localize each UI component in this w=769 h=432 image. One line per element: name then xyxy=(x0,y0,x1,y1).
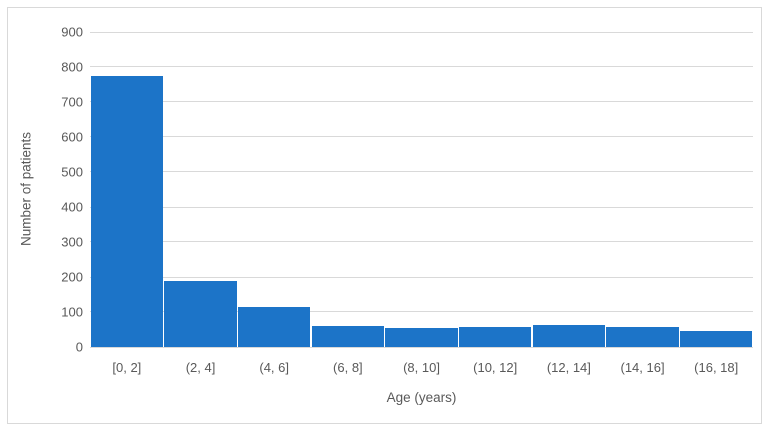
x-tick-label: (16, 18] xyxy=(694,360,739,375)
gridline xyxy=(90,276,753,278)
y-tick-label: 200 xyxy=(61,269,83,285)
x-tick-label: (2, 4] xyxy=(185,360,216,375)
gridline xyxy=(90,171,753,173)
gridline xyxy=(90,136,753,138)
x-tick-label: (10, 12] xyxy=(473,360,518,375)
gridline xyxy=(90,66,753,68)
bar-(6, 8] xyxy=(311,326,384,347)
x-tick-label: (4, 6] xyxy=(259,360,289,375)
y-tick-label: 0 xyxy=(75,339,83,355)
x-tick-label: [0, 2] xyxy=(112,360,142,375)
x-axis-tick-labels: [0, 2] (2, 4] (4, 6] (6, 8] (8, 10] (10, 12] (… xyxy=(90,360,753,375)
gridline xyxy=(90,241,753,243)
chart-frame: Number of patients 0 100 200 300 400 500 600 70… xyxy=(7,7,762,424)
bar-(2, 4] xyxy=(164,280,237,347)
gridline xyxy=(90,206,753,208)
y-tick-label: 600 xyxy=(61,129,83,145)
y-tick-label: 100 xyxy=(61,304,83,320)
y-axis-tick-labels: 0 100 200 300 400 500 600 700 800 900 xyxy=(8,25,83,355)
x-tick-label: (8, 10] xyxy=(403,360,440,375)
bar-(16, 18] xyxy=(680,330,753,347)
y-tick-label: 500 xyxy=(61,164,83,180)
y-tick-label: 700 xyxy=(61,94,83,110)
gridline xyxy=(90,311,753,313)
y-tick-label: 900 xyxy=(61,24,83,40)
x-tick-label: (6, 8] xyxy=(333,360,363,375)
bar-(8, 10] xyxy=(385,328,458,347)
y-tick-label: 800 xyxy=(61,59,83,75)
y-tick-label: 400 xyxy=(61,199,83,215)
plot-area xyxy=(90,31,753,348)
y-tick-label: 300 xyxy=(61,234,83,250)
bar-(4, 6] xyxy=(238,307,311,347)
gridline xyxy=(90,101,753,103)
x-tick-label: (14, 16] xyxy=(620,360,665,375)
x-axis-title: Age (years) xyxy=(386,390,457,405)
bar-[0, 2] xyxy=(90,75,163,347)
x-tick-label: (12, 14] xyxy=(546,360,591,375)
gridline xyxy=(90,31,753,33)
x-axis-line xyxy=(90,346,753,348)
bar-(14, 16] xyxy=(606,327,679,347)
bar-(10, 12] xyxy=(459,327,532,347)
bar-(12, 14] xyxy=(532,324,605,347)
